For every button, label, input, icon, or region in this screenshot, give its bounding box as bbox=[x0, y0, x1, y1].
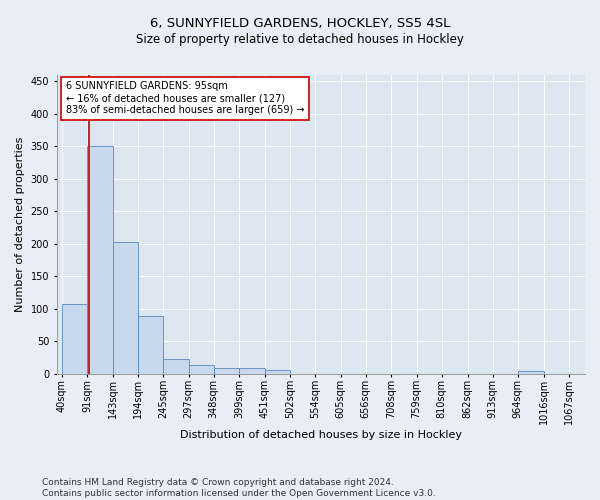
Bar bbox=[265, 370, 290, 374]
Bar bbox=[214, 368, 239, 374]
Bar bbox=[113, 242, 138, 374]
Text: 6 SUNNYFIELD GARDENS: 95sqm
← 16% of detached houses are smaller (127)
83% of se: 6 SUNNYFIELD GARDENS: 95sqm ← 16% of det… bbox=[66, 82, 304, 114]
Bar bbox=[518, 371, 544, 374]
Text: Contains HM Land Registry data © Crown copyright and database right 2024.
Contai: Contains HM Land Registry data © Crown c… bbox=[42, 478, 436, 498]
Bar bbox=[163, 359, 188, 374]
Bar bbox=[62, 304, 87, 374]
Y-axis label: Number of detached properties: Number of detached properties bbox=[15, 136, 25, 312]
Bar bbox=[188, 365, 214, 374]
Bar bbox=[239, 368, 265, 374]
Text: Size of property relative to detached houses in Hockley: Size of property relative to detached ho… bbox=[136, 32, 464, 46]
X-axis label: Distribution of detached houses by size in Hockley: Distribution of detached houses by size … bbox=[180, 430, 462, 440]
Text: 6, SUNNYFIELD GARDENS, HOCKLEY, SS5 4SL: 6, SUNNYFIELD GARDENS, HOCKLEY, SS5 4SL bbox=[150, 18, 450, 30]
Bar bbox=[87, 146, 113, 374]
Bar bbox=[138, 316, 163, 374]
